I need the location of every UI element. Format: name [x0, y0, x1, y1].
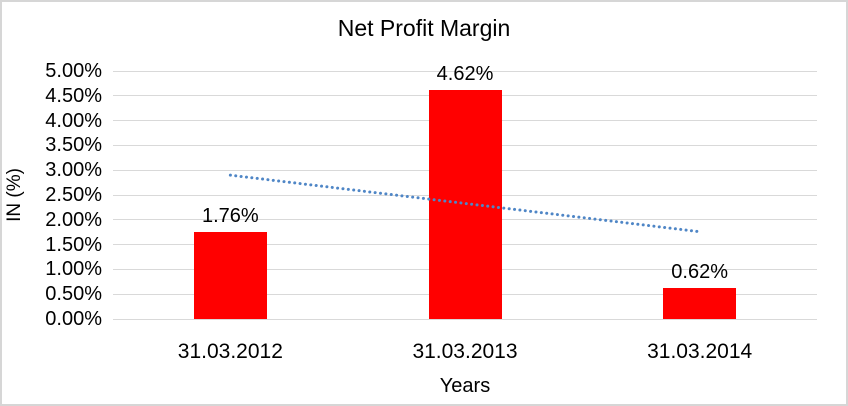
y-axis-tick-label: 3.00%: [45, 159, 102, 182]
bar-data-label: 1.76%: [201, 204, 259, 227]
bar: [663, 288, 737, 319]
y-axis-tick-label: 0.00%: [45, 308, 102, 330]
x-axis-tick-label: 31.03.2013: [412, 340, 518, 363]
bar: [428, 89, 502, 319]
bar-data-label: 4.62%: [436, 62, 494, 85]
y-axis-tick-label: 1.00%: [45, 258, 102, 281]
y-axis-tick-label: 2.00%: [45, 208, 102, 231]
x-axis-tick-label: 31.03.2012: [177, 340, 283, 363]
x-axis-tick-label: 31.03.2014: [647, 340, 753, 363]
chart-title: Net Profit Margin: [337, 15, 511, 41]
y-axis-tick-label: 4.00%: [45, 109, 102, 132]
bar-data-label: 0.62%: [671, 261, 729, 284]
bar: [193, 231, 267, 319]
y-axis-tick-label: 1.50%: [45, 233, 102, 256]
y-axis-tick-label: 2.50%: [45, 184, 102, 206]
y-axis-tick-label: 4.50%: [45, 84, 102, 107]
y-axis-tick-label: 5.00%: [45, 60, 102, 82]
x-axis-title: Years: [439, 375, 491, 397]
y-axis-tick-label: 3.50%: [45, 134, 102, 157]
y-axis-tick-label: 0.50%: [45, 283, 102, 306]
gridline: [113, 318, 817, 320]
gridline: [113, 70, 817, 72]
